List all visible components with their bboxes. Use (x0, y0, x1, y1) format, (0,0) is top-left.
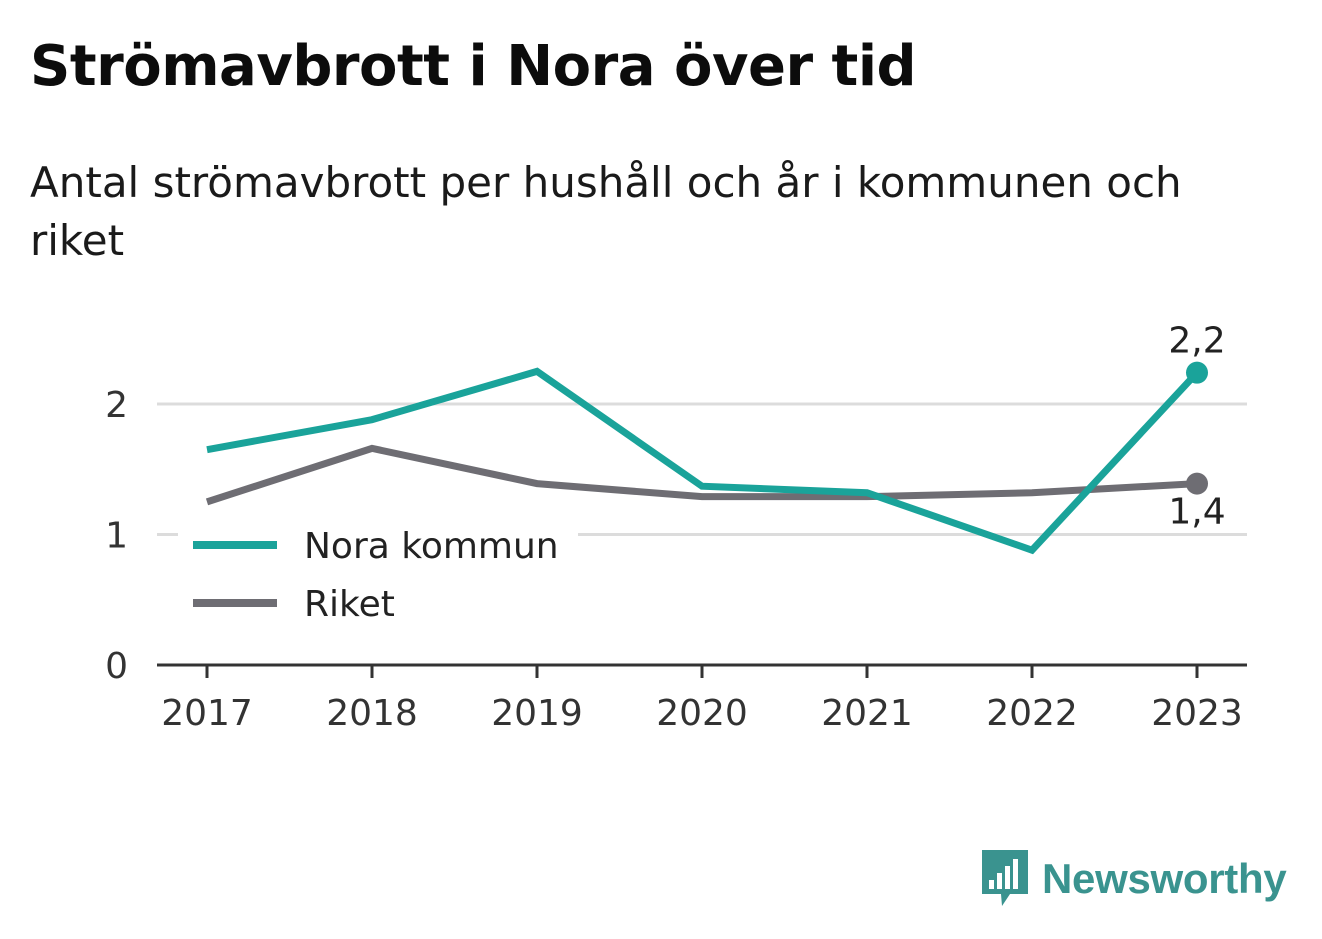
legend-label: Riket (304, 584, 395, 625)
data-label: 1,4 (1168, 492, 1225, 533)
series-end-point (1186, 361, 1208, 384)
data-label: 2,2 (1168, 321, 1225, 362)
y-tick-label: 2 (105, 385, 128, 426)
brand-name: Newsworthy (1042, 855, 1287, 902)
x-tick-label: 2019 (491, 693, 583, 734)
legend-label: Nora kommun (304, 526, 559, 567)
series-line (206, 367, 1200, 555)
label-layer: 2,2 1,4 (1165, 318, 1228, 536)
axis-layer: 0 1 2 2017 2018 2019 2020 2021 2022 2023 (105, 385, 1247, 734)
series-layer (205, 361, 1208, 555)
x-tick-label: 2023 (1151, 693, 1243, 734)
x-tick-label: 2022 (986, 693, 1078, 734)
x-tick-label: 2021 (821, 693, 913, 734)
x-tick-label: 2018 (326, 693, 418, 734)
series-line (205, 444, 1198, 506)
newsworthy-logo-icon (982, 850, 1028, 906)
series-end-point (1186, 472, 1208, 495)
legend: Nora kommun Riket (178, 520, 578, 630)
chart-title: Strömavbrott i Nora över tid (30, 34, 917, 99)
y-tick-label: 1 (105, 516, 128, 557)
chart-subtitle: Antal strömavbrott per hushåll och år i … (30, 158, 1182, 265)
x-tick-label: 2020 (656, 693, 748, 734)
legend-background (178, 520, 578, 630)
x-tick-label: 2017 (161, 693, 253, 734)
brand-logo: Newsworthy (980, 848, 1287, 910)
grid-layer (157, 402, 1247, 536)
y-tick-label: 0 (105, 646, 128, 687)
